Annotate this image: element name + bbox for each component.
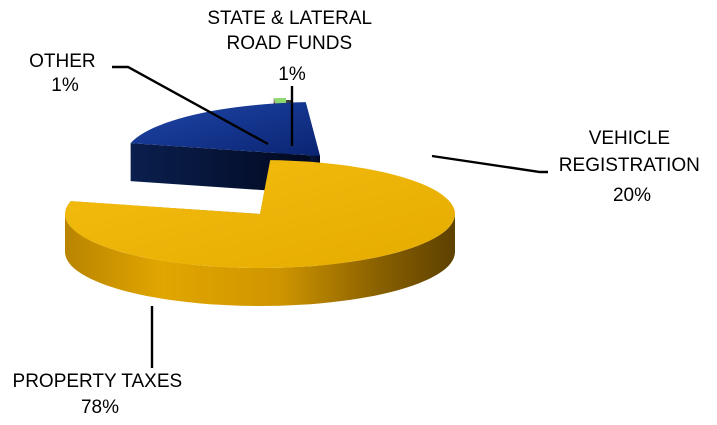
label-vehicle-line2: REGISTRATION <box>559 155 700 176</box>
leader-other <box>112 65 269 146</box>
label-other-percent: 1% <box>51 75 79 96</box>
label-vehicle-percent: 20% <box>613 185 651 206</box>
label-other-name: OTHER <box>29 51 96 72</box>
slice-property-taxes <box>65 160 455 306</box>
label-state-line2: ROAD FUNDS <box>227 33 353 54</box>
label-vehicle-line1: VEHICLE <box>589 128 670 149</box>
label-property-name: PROPERTY TAXES <box>13 371 183 392</box>
label-property-taxes: PROPERTY TAXES 78% <box>13 371 188 418</box>
label-state-percent: 1% <box>278 64 306 85</box>
label-state-road-funds: STATE & LATERAL ROAD FUNDS 1% <box>207 8 376 85</box>
label-state-line1: STATE & LATERAL <box>207 8 371 29</box>
label-other: OTHER 1% <box>29 51 101 96</box>
label-property-percent: 78% <box>81 397 119 418</box>
label-vehicle-registration: VEHICLE REGISTRATION 20% <box>559 128 705 206</box>
leader-vehicle <box>431 154 548 174</box>
